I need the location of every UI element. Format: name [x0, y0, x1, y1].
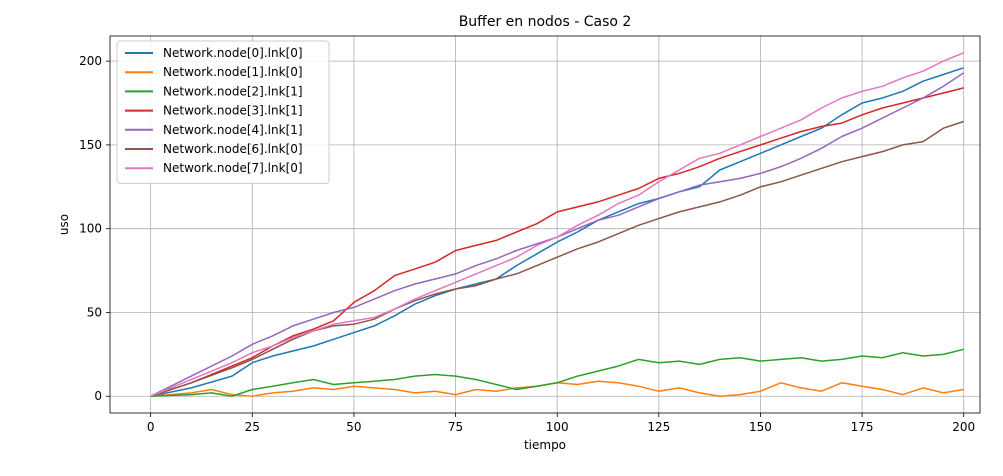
series-lines: [150, 52, 965, 397]
x-tick-label: 175: [851, 420, 874, 434]
x-tick-label: 25: [245, 420, 260, 434]
x-tick-label: 150: [749, 420, 772, 434]
x-tick-label: 100: [546, 420, 569, 434]
legend-label: Network.node[1].lnk[0]: [163, 65, 303, 79]
x-tick-label: 0: [147, 420, 155, 434]
legend-label: Network.node[7].lnk[0]: [163, 161, 303, 175]
x-tick-label: 75: [448, 420, 463, 434]
series-line-2: [150, 348, 964, 397]
series-line-6: [150, 52, 964, 397]
y-tick-label: 200: [79, 54, 102, 68]
y-tick-label: 100: [79, 222, 102, 236]
x-tick-label: 50: [346, 420, 361, 434]
legend-label: Network.node[3].lnk[1]: [163, 104, 303, 118]
series-line-0: [150, 67, 964, 397]
y-tick-label: 50: [87, 305, 102, 319]
x-tick-label: 200: [952, 420, 975, 434]
series-line-1: [150, 380, 964, 397]
series-line-4: [150, 72, 965, 397]
legend: Network.node[0].lnk[0] Network.node[1].ln…: [116, 40, 330, 184]
x-tick-label: 125: [647, 420, 670, 434]
axes-frame: [109, 35, 981, 414]
legend-label: Network.node[6].lnk[0]: [163, 142, 303, 156]
legend-label: Network.node[2].lnk[1]: [163, 84, 303, 98]
chart-title: Buffer en nodos - Caso 2: [459, 14, 632, 30]
y-axis-label: uso: [57, 214, 71, 235]
y-tick-label: 150: [79, 138, 102, 152]
axis-ticks: 0 25 50 75 100 125 150 175 200 0 50 100 150 200: [79, 54, 975, 434]
legend-label: Network.node[4].lnk[1]: [163, 123, 303, 137]
legend-label: Network.node[0].lnk[0]: [163, 46, 303, 60]
y-tick-label: 0: [94, 389, 102, 403]
legend-box: [116, 40, 330, 184]
series-line-3: [150, 87, 964, 397]
grid: [110, 36, 980, 413]
x-axis-label: tiempo: [524, 438, 566, 452]
